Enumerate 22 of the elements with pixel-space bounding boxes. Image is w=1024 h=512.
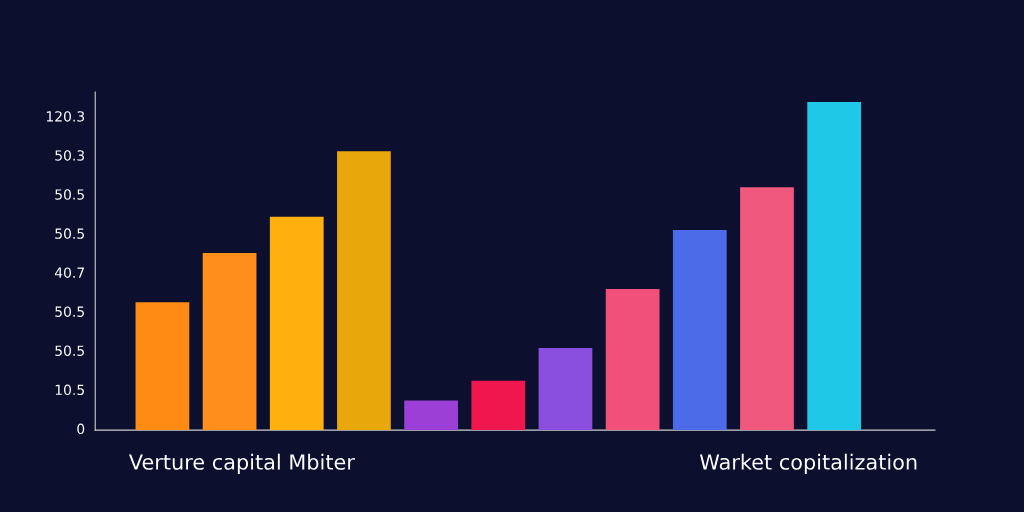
- bar: [404, 400, 458, 431]
- text: 10.5: [55, 384, 84, 396]
- bar: [135, 302, 190, 431]
- bar: [807, 102, 862, 431]
- text: 50.5: [55, 228, 84, 239]
- bar: [471, 380, 526, 431]
- text: 0: [77, 423, 85, 435]
- bar: [538, 348, 593, 431]
- bar: [337, 151, 391, 431]
- bar: [605, 289, 660, 431]
- bar: [740, 187, 794, 431]
- bar: [672, 229, 727, 431]
- bar: [202, 252, 257, 431]
- text: 50.5: [55, 345, 84, 356]
- text: 50.3: [55, 150, 85, 161]
- text: 40.7: [54, 267, 84, 278]
- text: 50.5: [55, 189, 84, 200]
- text: 120.3: [46, 111, 85, 122]
- text: 50.5: [55, 306, 84, 317]
- bar: [269, 216, 324, 431]
- text: Warket copitalization: [699, 453, 917, 474]
- text: Verture capital Mbiter: [128, 453, 355, 474]
